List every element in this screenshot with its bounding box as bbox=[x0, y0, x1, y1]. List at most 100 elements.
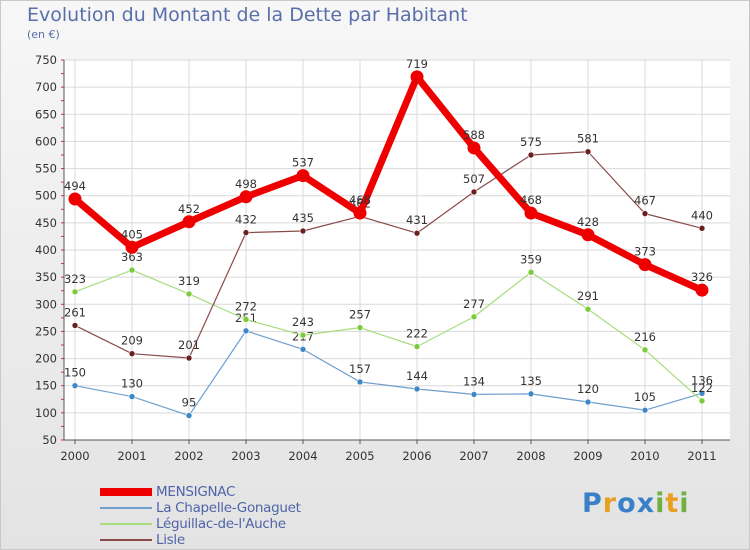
series-line bbox=[71, 73, 706, 294]
y-tick-label: 600 bbox=[35, 134, 57, 148]
data-point bbox=[641, 346, 649, 354]
data-point bbox=[413, 343, 421, 350]
data-point bbox=[698, 390, 706, 397]
data-label: 277 bbox=[463, 297, 485, 311]
data-label: 440 bbox=[691, 208, 713, 222]
data-point bbox=[299, 331, 307, 339]
data-label: 435 bbox=[292, 211, 314, 225]
chart-unit-label: (en €) bbox=[27, 28, 60, 41]
x-tick-label: 2010 bbox=[630, 449, 659, 463]
data-point bbox=[299, 346, 307, 353]
data-point bbox=[71, 322, 79, 329]
y-tick-label: 250 bbox=[35, 324, 57, 338]
data-point bbox=[128, 393, 136, 400]
data-point bbox=[470, 391, 478, 398]
data-label: 120 bbox=[577, 382, 599, 396]
data-label: 507 bbox=[463, 172, 485, 186]
data-label: 122 bbox=[691, 381, 713, 395]
data-label: 134 bbox=[463, 374, 485, 388]
data-label: 209 bbox=[121, 334, 143, 348]
x-tick-label: 2004 bbox=[288, 449, 317, 463]
data-label: 432 bbox=[235, 213, 257, 227]
data-point bbox=[470, 313, 478, 321]
data-point bbox=[581, 228, 595, 242]
data-label: 243 bbox=[292, 315, 314, 329]
legend-item: MENSIGNAC bbox=[100, 484, 360, 500]
legend-swatch bbox=[100, 539, 152, 541]
data-label: 468 bbox=[520, 193, 542, 207]
data-point bbox=[641, 210, 649, 217]
data-label: 222 bbox=[406, 327, 428, 341]
data-label: 588 bbox=[463, 128, 485, 142]
y-tick-label: 500 bbox=[35, 189, 57, 203]
data-label: 498 bbox=[235, 177, 257, 191]
data-point bbox=[584, 305, 592, 313]
y-tick-label: 150 bbox=[35, 379, 57, 393]
data-point bbox=[68, 192, 82, 206]
data-label: 201 bbox=[178, 338, 200, 352]
data-point bbox=[239, 190, 253, 204]
data-label: 144 bbox=[406, 369, 428, 383]
data-point bbox=[353, 206, 367, 220]
data-label: 405 bbox=[121, 227, 143, 241]
y-tick-label: 650 bbox=[35, 107, 57, 121]
data-point bbox=[413, 385, 421, 393]
legend-item: Léguillac-de-l'Auche bbox=[100, 516, 360, 532]
legend-label: La Chapelle-Gonaguet bbox=[156, 500, 301, 516]
legend-label: MENSIGNAC bbox=[156, 484, 236, 500]
data-point bbox=[185, 412, 193, 419]
data-point bbox=[527, 151, 535, 159]
legend-swatch bbox=[100, 523, 152, 525]
data-point bbox=[524, 206, 538, 220]
data-label: 363 bbox=[121, 250, 143, 264]
legend-label: Lisle bbox=[156, 532, 185, 548]
x-tick-label: 2009 bbox=[573, 449, 602, 463]
brand-logo-letter: t bbox=[665, 488, 680, 519]
x-tick-label: 2008 bbox=[516, 449, 545, 463]
data-label: 105 bbox=[634, 390, 656, 404]
data-label: 494 bbox=[64, 179, 86, 193]
data-label: 326 bbox=[691, 270, 713, 284]
chart-title: Evolution du Montant de la Dette par Hab… bbox=[27, 4, 468, 26]
data-point bbox=[410, 70, 424, 84]
y-tick-label: 400 bbox=[35, 243, 57, 257]
brand-logo-letter: P bbox=[582, 488, 603, 519]
data-label: 359 bbox=[520, 252, 542, 266]
data-point bbox=[356, 324, 364, 331]
series-line bbox=[74, 269, 703, 402]
brand-logo-letter: r bbox=[602, 488, 618, 519]
data-point bbox=[296, 169, 310, 183]
data-label: 581 bbox=[577, 132, 599, 146]
data-point bbox=[584, 398, 592, 406]
data-label: 537 bbox=[292, 156, 314, 170]
data-label: 136 bbox=[691, 373, 713, 387]
data-label: 272 bbox=[235, 299, 257, 313]
data-label: 130 bbox=[121, 377, 143, 391]
data-point bbox=[242, 316, 250, 323]
data-point bbox=[638, 258, 652, 272]
legend-item: Lisle bbox=[100, 532, 360, 548]
data-point bbox=[356, 378, 364, 386]
x-tick-label: 2002 bbox=[174, 449, 203, 463]
data-label: 319 bbox=[178, 274, 200, 288]
data-point bbox=[125, 240, 139, 254]
data-label: 216 bbox=[634, 330, 656, 344]
data-label: 95 bbox=[182, 396, 197, 410]
y-tick-label: 100 bbox=[35, 406, 57, 420]
x-tick-label: 2000 bbox=[60, 449, 89, 463]
data-label: 468 bbox=[349, 193, 371, 207]
y-tick-label: 700 bbox=[35, 80, 57, 94]
x-tick-label: 2005 bbox=[345, 449, 374, 463]
data-label: 291 bbox=[577, 289, 599, 303]
data-point bbox=[470, 188, 478, 196]
y-tick-label: 300 bbox=[35, 297, 57, 311]
data-label: 261 bbox=[64, 305, 86, 319]
brand-logo: Proxiti bbox=[582, 488, 690, 519]
y-tick-label: 50 bbox=[42, 433, 57, 447]
data-point bbox=[185, 354, 193, 362]
y-tick-label: 350 bbox=[35, 270, 57, 284]
legend-swatch bbox=[100, 507, 152, 509]
data-point bbox=[467, 141, 481, 155]
brand-logo-letter: i bbox=[655, 488, 666, 519]
